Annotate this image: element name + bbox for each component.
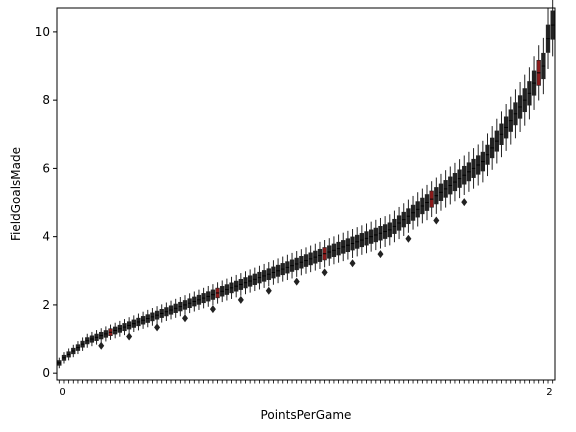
outlier-marker xyxy=(433,216,440,225)
y-tick-label: 4 xyxy=(42,230,50,244)
x-axis-label: PointsPerGame xyxy=(261,408,352,422)
x-tick-label: 0 xyxy=(59,387,65,398)
outlier-marker xyxy=(461,198,468,207)
y-tick-label: 6 xyxy=(42,161,50,175)
outlier-marker xyxy=(181,314,188,323)
y-axis-ticks: 0 2 4 6 8 10 xyxy=(35,25,57,380)
outlier-marker xyxy=(405,234,412,243)
outlier-marker xyxy=(237,295,244,304)
y-tick-label: 10 xyxy=(35,25,50,39)
plot-frame xyxy=(56,7,556,381)
outlier-marker xyxy=(321,268,328,277)
x-tick-label: 2 xyxy=(546,387,552,398)
boxes xyxy=(57,0,555,369)
outlier-marker xyxy=(126,332,133,341)
y-tick-label: 2 xyxy=(42,298,50,312)
outlier-marker xyxy=(154,323,161,332)
y-tick-label: 0 xyxy=(42,366,50,380)
y-axis-label: FieldGoalsMade xyxy=(9,147,23,241)
outlier-marker xyxy=(265,286,272,295)
outlier-marker xyxy=(293,277,300,286)
outlier-marker xyxy=(209,305,216,314)
y-tick-label: 8 xyxy=(42,93,50,107)
outlier-marker xyxy=(349,259,356,268)
outlier-marker xyxy=(377,250,384,259)
outlier-marker xyxy=(98,341,105,350)
